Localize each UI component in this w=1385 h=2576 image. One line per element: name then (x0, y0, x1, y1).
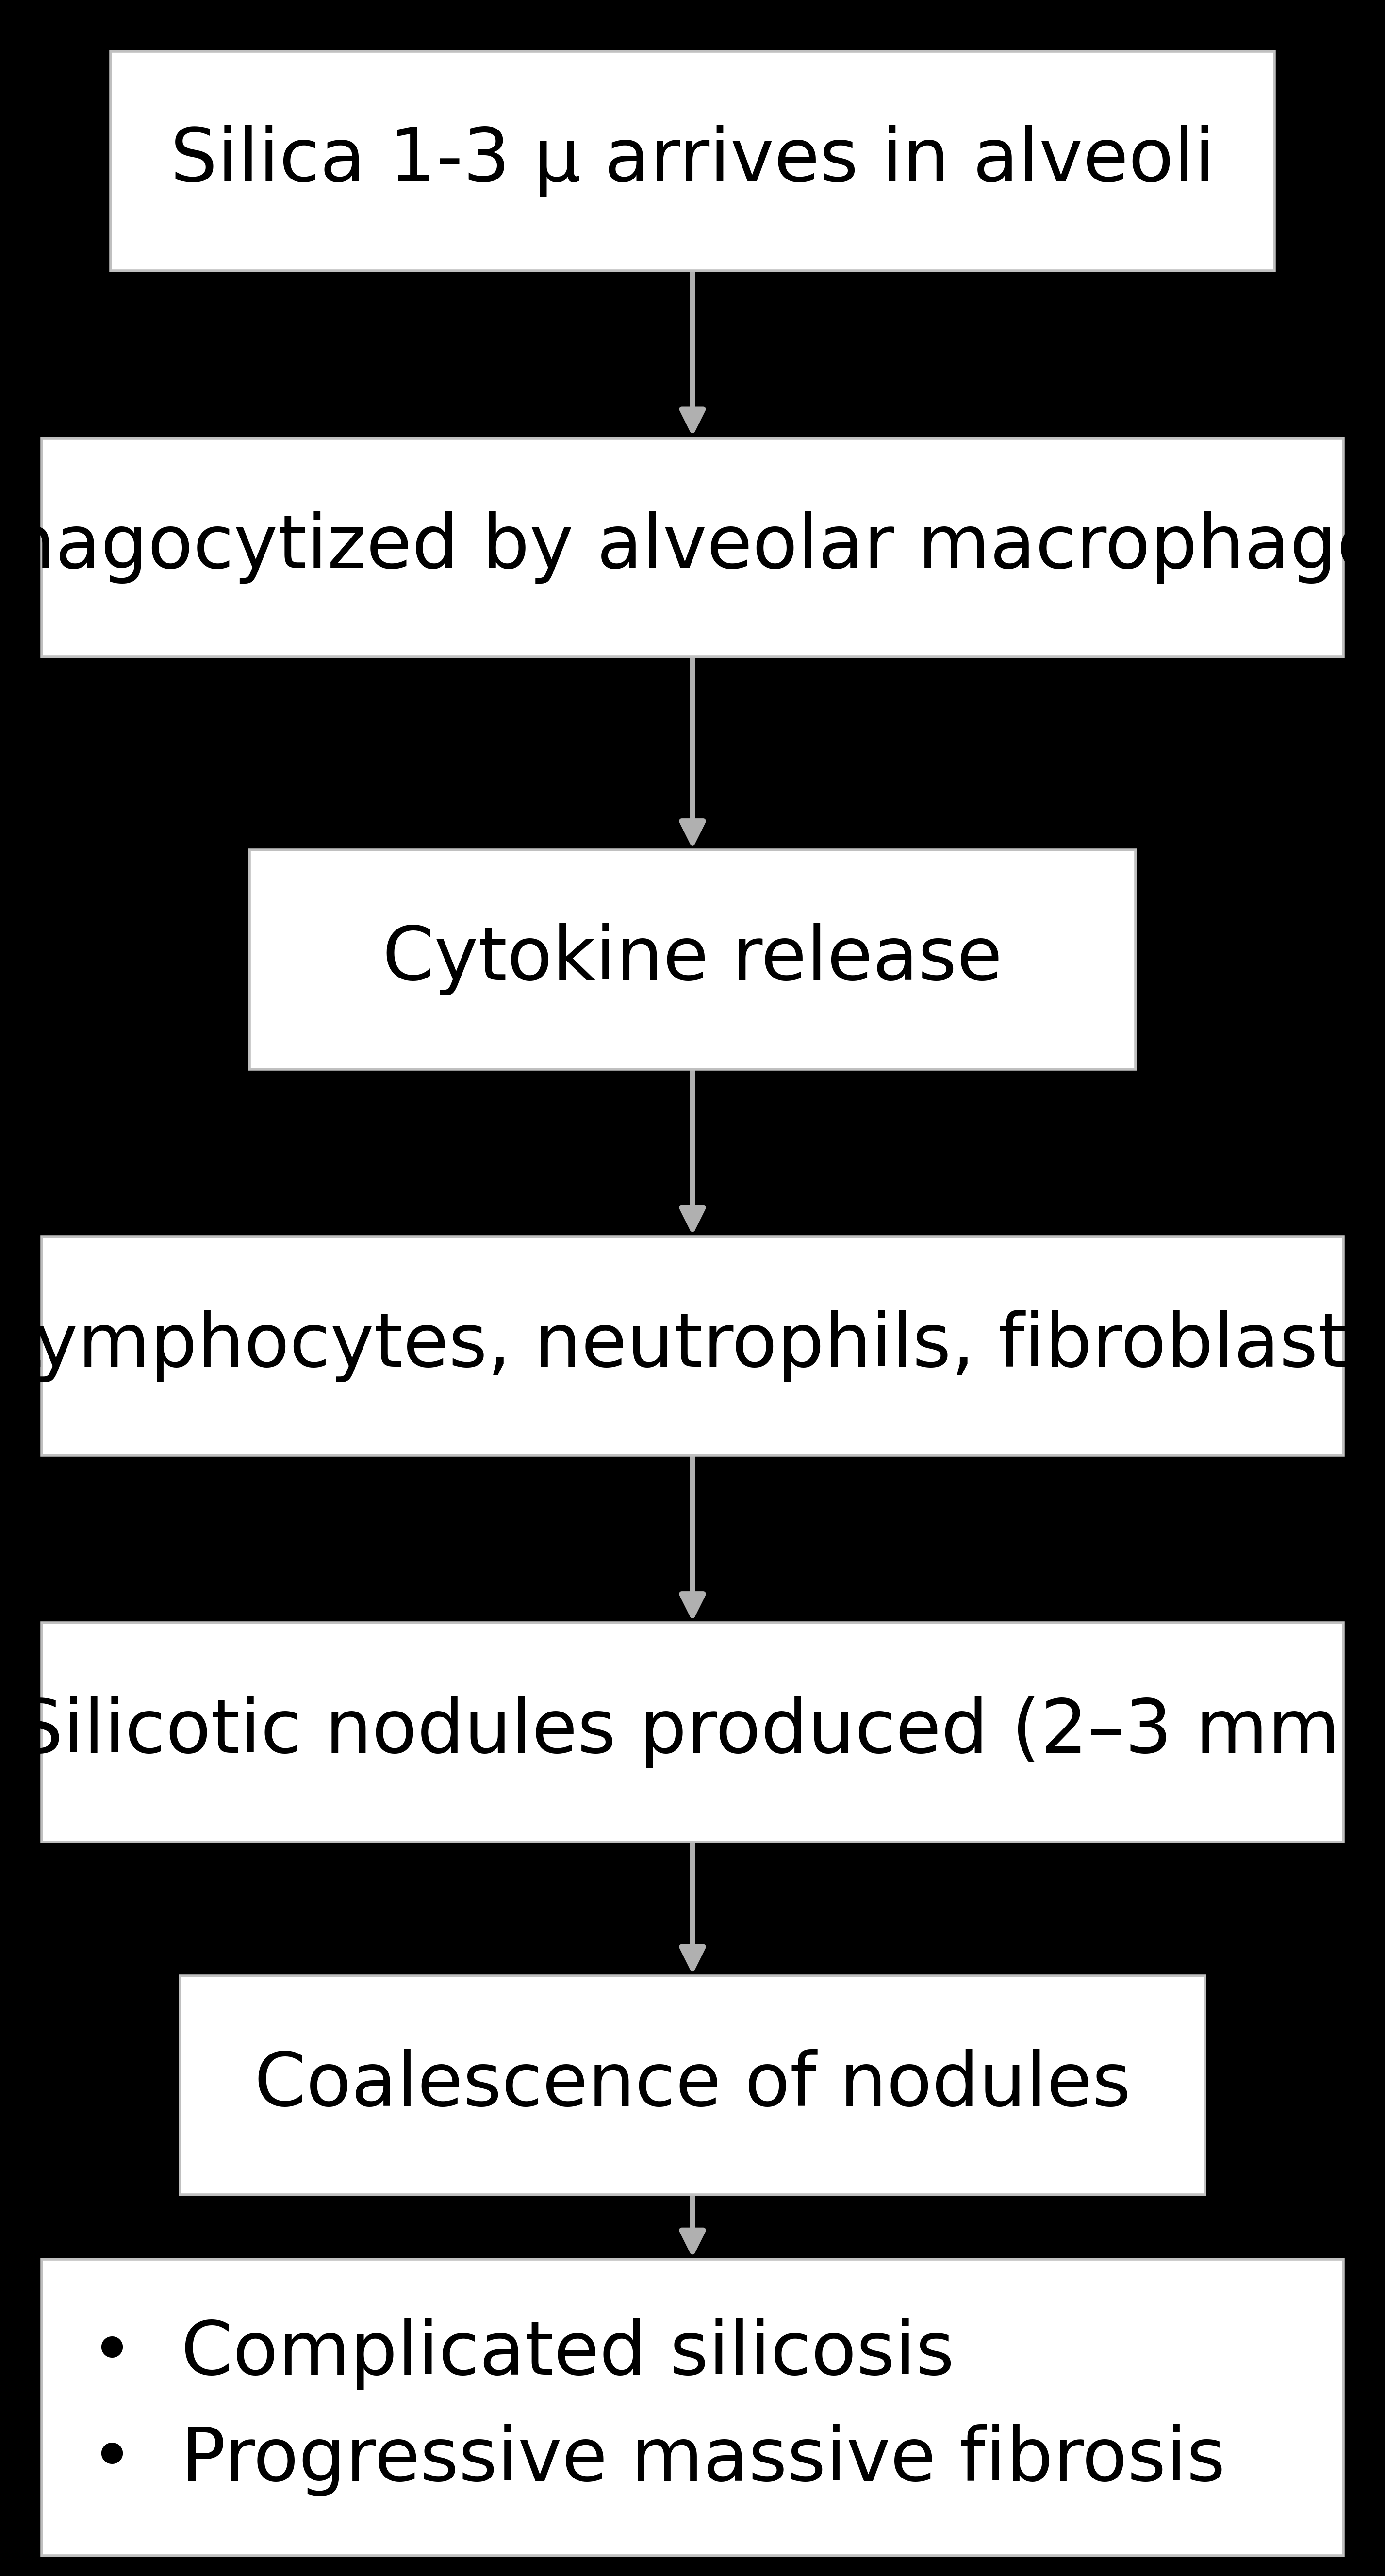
Text: Silica 1-3 μ arrives in alveoli: Silica 1-3 μ arrives in alveoli (170, 124, 1215, 198)
FancyBboxPatch shape (180, 1976, 1205, 2195)
FancyBboxPatch shape (42, 2259, 1343, 2555)
Text: Cytokine release: Cytokine release (382, 922, 1003, 997)
FancyBboxPatch shape (42, 1236, 1343, 1455)
Text: Lymphocytes, neutrophils, fibroblasts: Lymphocytes, neutrophils, fibroblasts (0, 1309, 1385, 1383)
FancyBboxPatch shape (111, 52, 1274, 270)
Text: •  Complicated silicosis
•  Progressive massive fibrosis: • Complicated silicosis • Progressive ma… (90, 2318, 1226, 2496)
Text: Silicotic nodules produced (2–3 mm): Silicotic nodules produced (2–3 mm) (17, 1695, 1368, 1770)
FancyBboxPatch shape (42, 438, 1343, 657)
Text: Coalescence of nodules: Coalescence of nodules (255, 2048, 1130, 2123)
FancyBboxPatch shape (249, 850, 1136, 1069)
Text: Phagocytized by alveolar macrophages: Phagocytized by alveolar macrophages (0, 510, 1385, 585)
FancyBboxPatch shape (42, 1623, 1343, 1842)
